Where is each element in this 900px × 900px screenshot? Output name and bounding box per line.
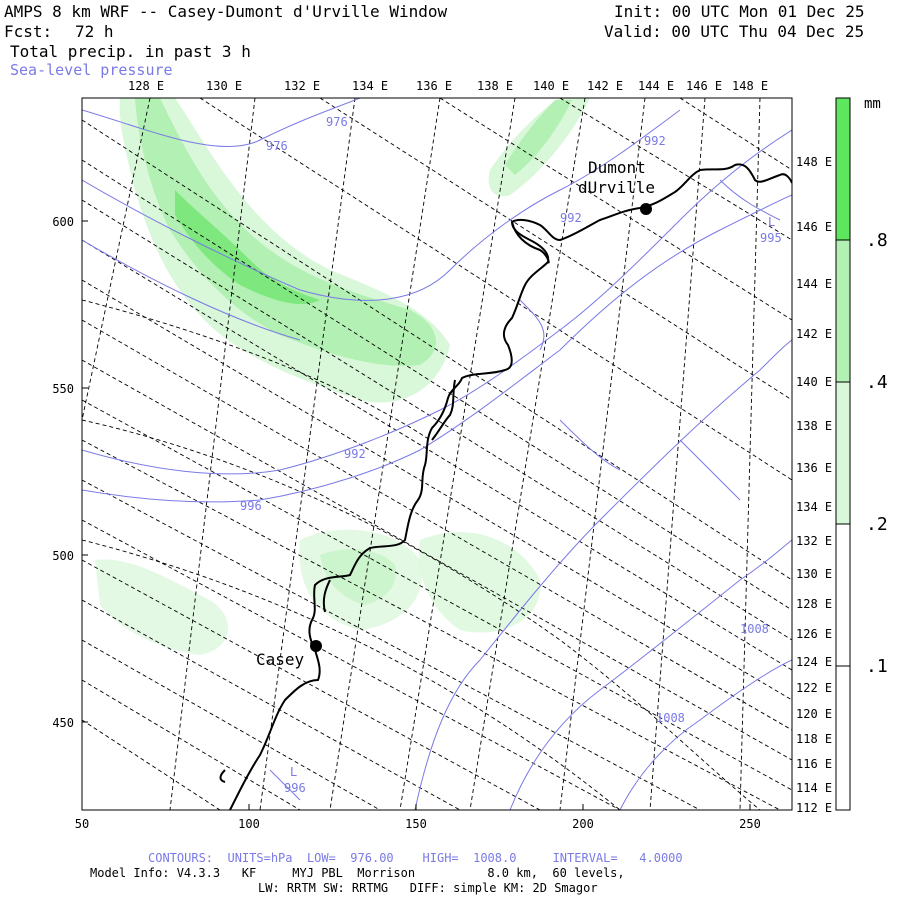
pressure-label: 995: [760, 231, 782, 245]
pressure-label: 996: [284, 781, 306, 795]
contour-info: CONTOURS: UNITS=hPa LOW= 976.00 HIGH= 10…: [148, 851, 683, 865]
lon-label: 130 E: [796, 567, 832, 581]
map-frame: [81, 97, 793, 811]
graticule: [82, 98, 792, 810]
lon-label: 136 E: [796, 461, 832, 475]
physics-info: LW: RRTM SW: RRTMG DIFF: simple KM: 2D S…: [258, 881, 598, 895]
low-marker: L: [290, 765, 297, 779]
dumont-label-line2: dUrville: [578, 178, 655, 197]
x-tick-label: 250: [739, 817, 761, 831]
precip-shading: [95, 98, 590, 655]
lon-label: 132 E: [284, 79, 320, 93]
lon-label: 128 E: [796, 597, 832, 611]
dumont-label-line1: Dumont: [588, 158, 646, 177]
pressure-label: 976: [326, 115, 348, 129]
x-axis-labels: 50 100 150 200 250: [75, 817, 761, 831]
y-axis-labels: 600 550 500 450: [52, 215, 74, 730]
pressure-label-996-lower: 996: [240, 499, 262, 513]
lon-label: 126 E: [796, 627, 832, 641]
pressure-label: 992: [644, 134, 666, 148]
colorbar-band-0.8: [836, 98, 850, 240]
right-longitude-labels: 148 E 146 E 144 E 142 E 140 E 138 E 136 …: [796, 155, 832, 815]
pressure-label: 1008: [656, 711, 685, 725]
lon-label: 140 E: [533, 79, 569, 93]
precip-upper-right-med: [505, 100, 572, 175]
lon-label: 134 E: [352, 79, 388, 93]
lon-label: 138 E: [477, 79, 513, 93]
y-tick-label: 500: [52, 549, 74, 563]
lon-label: 138 E: [796, 419, 832, 433]
pressure-label: 1008: [740, 622, 769, 636]
colorbar: [835, 97, 851, 811]
casey-marker: [310, 640, 322, 652]
x-tick-label: 50: [75, 817, 89, 831]
lon-label: 128 E: [128, 79, 164, 93]
pressure-label: 992: [344, 447, 366, 461]
lon-label: 112 E: [796, 801, 832, 815]
init-time: Init: 00 UTC Mon 01 Dec 25: [614, 2, 865, 21]
colorbar-band-0.2: [836, 382, 850, 524]
colorbar-band-0.1: [836, 524, 850, 666]
casey-label: Casey: [256, 650, 305, 669]
lon-label: 130 E: [206, 79, 242, 93]
pressure-labels: 976 976 992 992 992 996 995 1008 1008 L …: [266, 115, 782, 795]
overlay-name: Sea-level pressure: [10, 61, 173, 79]
field-name: Total precip. in past 3 h: [10, 42, 251, 61]
coastline: [219, 163, 792, 810]
colorbar-band-0.4: [836, 240, 850, 382]
precip-band-heavy: [175, 190, 320, 305]
pressure-contours: [82, 98, 792, 810]
lon-label: 140 E: [796, 375, 832, 389]
axis-ticks: [81, 220, 751, 810]
lon-label: 146 E: [686, 79, 722, 93]
colorbar-frame: [835, 97, 851, 811]
colorbar-level: .1: [866, 656, 888, 677]
precip-east-patch: [419, 532, 541, 633]
lon-label: 142 E: [796, 327, 832, 341]
lon-label: 146 E: [796, 220, 832, 234]
lon-label: 134 E: [796, 500, 832, 514]
y-tick-label: 600: [52, 215, 74, 229]
colorbar-band-0: [836, 666, 850, 810]
model-info: Model Info: V4.3.3 KF MYJ PBL Morrison 8…: [90, 866, 625, 880]
precip-southwest-patch: [95, 559, 229, 655]
pressure-label: 992: [560, 211, 582, 225]
map-title: AMPS 8 km WRF -- Casey-Dumont d'Urville …: [4, 2, 448, 21]
lon-label: 148 E: [732, 79, 768, 93]
x-tick-label: 200: [572, 817, 594, 831]
top-longitude-labels: 128 E 130 E 132 E 134 E 136 E 138 E 140 …: [128, 79, 768, 93]
colorbar-level: .2: [866, 514, 888, 535]
pressure-label: 976: [266, 139, 288, 153]
lon-label: 142 E: [587, 79, 623, 93]
colorbar-level: .4: [866, 372, 888, 393]
lon-label: 118 E: [796, 732, 832, 746]
lon-label: 144 E: [796, 277, 832, 291]
y-tick-label: 550: [52, 382, 74, 396]
lon-label: 116 E: [796, 757, 832, 771]
forecast-value: 72 h: [75, 22, 114, 41]
x-tick-label: 150: [405, 817, 427, 831]
lon-label: 120 E: [796, 707, 832, 721]
lon-label: 124 E: [796, 655, 832, 669]
x-tick-label: 100: [238, 817, 260, 831]
colorbar-unit: mm: [864, 96, 881, 112]
lon-label: 148 E: [796, 155, 832, 169]
lon-label: 122 E: [796, 681, 832, 695]
dumont-durville-marker: [640, 203, 652, 215]
colorbar-level: .8: [866, 230, 888, 251]
y-tick-label: 450: [52, 716, 74, 730]
lon-label: 144 E: [638, 79, 674, 93]
lon-label: 136 E: [416, 79, 452, 93]
lon-label: 132 E: [796, 534, 832, 548]
precip-band-medium: [135, 98, 437, 366]
forecast-label: Fcst:: [4, 22, 53, 41]
precip-casey-north-light: [299, 529, 422, 630]
valid-time: Valid: 00 UTC Thu 04 Dec 25: [604, 22, 865, 41]
lon-label: 114 E: [796, 781, 832, 795]
low-marker: L: [768, 215, 775, 229]
